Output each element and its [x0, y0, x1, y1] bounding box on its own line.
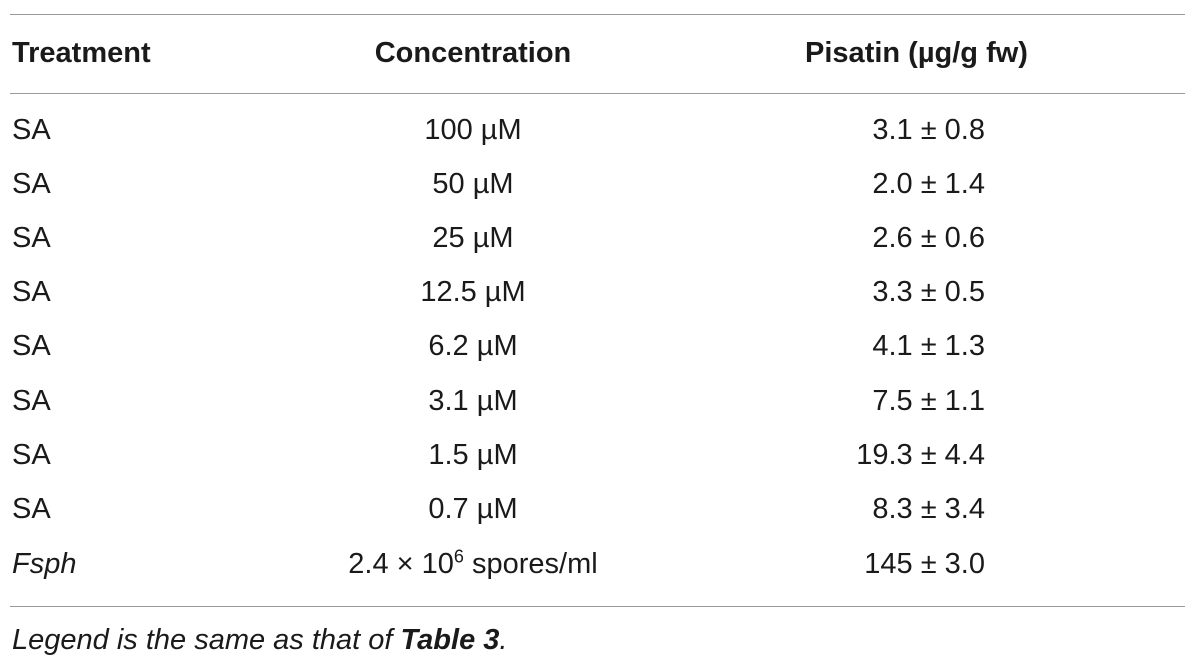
cell-pisatin: 4.1 ± 1.3	[872, 330, 985, 362]
cell-pisatin: 3.3 ± 0.5	[872, 276, 985, 308]
table-header-rule	[10, 93, 1185, 94]
legend-text: Legend is the same as that of	[12, 624, 401, 656]
table-header-row: Treatment Concentration Pisatin (µg/g fw…	[10, 30, 1185, 76]
cell-pisatin: 8.3 ± 3.4	[872, 493, 985, 525]
table-bottom-rule	[10, 606, 1185, 607]
cell-treatment: SA	[12, 114, 51, 146]
concentration-unit: spores/ml	[463, 548, 598, 580]
table-top-rule	[10, 14, 1185, 15]
header-concentration: Concentration	[374, 37, 572, 69]
cell-concentration: 3.1 µM	[428, 385, 518, 417]
cell-pisatin: 145 ± 3.0	[864, 548, 985, 580]
cell-concentration: 1.5 µM	[428, 439, 518, 471]
cell-concentration: 0.7 µM	[428, 493, 518, 525]
cell-pisatin: 3.1 ± 0.8	[872, 114, 985, 146]
cell-pisatin: 2.0 ± 1.4	[872, 168, 985, 200]
legend-end: .	[499, 624, 508, 656]
cell-treatment: SA	[12, 493, 51, 525]
cell-treatment: SA	[12, 222, 51, 254]
cell-concentration: 6.2 µM	[428, 330, 518, 362]
cell-concentration: 2.4 × 106 spores/ml	[233, 544, 713, 584]
header-treatment: Treatment	[12, 37, 151, 69]
cell-treatment: Fsph	[12, 548, 77, 580]
cell-treatment: SA	[12, 330, 51, 362]
cell-pisatin: 19.3 ± 4.4	[856, 439, 985, 471]
cell-treatment: SA	[12, 439, 51, 471]
header-pisatin: Pisatin (µg/g fw)	[805, 37, 1028, 69]
cell-treatment: SA	[12, 168, 51, 200]
legend-table-ref: Table 3	[400, 624, 500, 656]
cell-concentration: 12.5 µM	[420, 276, 526, 308]
table-legend: Legend is the same as that of Table 3.	[12, 620, 507, 660]
cell-pisatin: 2.6 ± 0.6	[872, 222, 985, 254]
cell-concentration: 100 µM	[424, 114, 522, 146]
concentration-base: 2.4 × 10	[348, 548, 454, 580]
cell-concentration: 50 µM	[432, 168, 514, 200]
concentration-exponent: 6	[453, 546, 464, 567]
cell-treatment: SA	[12, 276, 51, 308]
cell-treatment: SA	[12, 385, 51, 417]
cell-concentration: 25 µM	[432, 222, 514, 254]
cell-pisatin: 7.5 ± 1.1	[872, 385, 985, 417]
